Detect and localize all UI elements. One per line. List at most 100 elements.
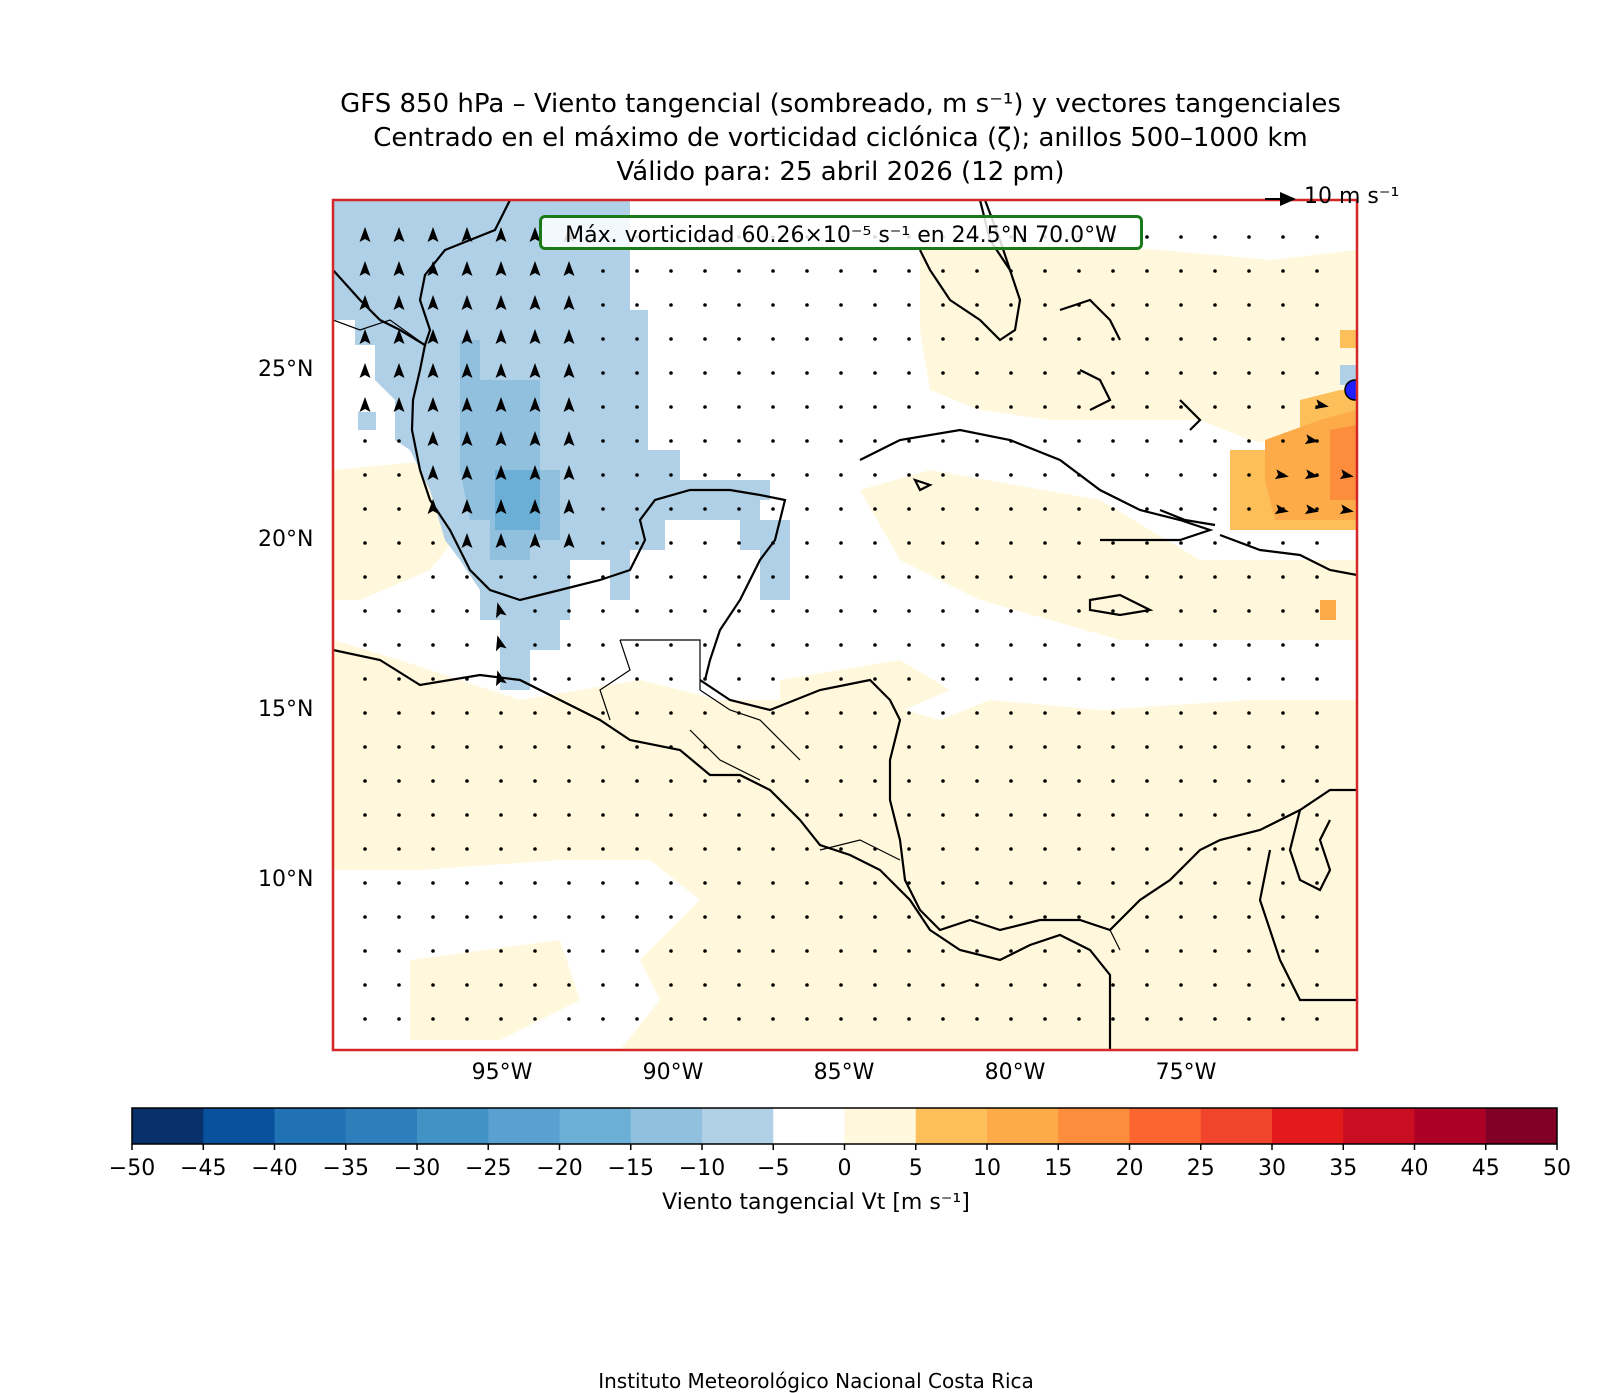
- vector-dot: [941, 473, 945, 477]
- vector-dot: [1009, 643, 1013, 647]
- vector-dot: [907, 677, 911, 681]
- vector-dot: [873, 1017, 877, 1021]
- vector-dot: [907, 337, 911, 341]
- vector-dot: [601, 1017, 605, 1021]
- vector-dot: [737, 439, 741, 443]
- wind-arrow: [529, 363, 541, 378]
- wind-arrow: [1304, 504, 1319, 515]
- vector-dot: [499, 745, 503, 749]
- lon-label-90w: 90°W: [642, 1060, 704, 1085]
- vector-dot: [737, 609, 741, 613]
- vector-dot: [975, 507, 979, 511]
- vector-dot: [363, 643, 367, 647]
- vector-dot: [805, 337, 809, 341]
- vector-dot: [873, 847, 877, 851]
- colorbar-tick-label: 0: [837, 1156, 852, 1181]
- wind-arrow: [1304, 469, 1319, 480]
- vector-dot: [397, 507, 401, 511]
- vector-dot: [1213, 813, 1217, 817]
- vector-dot: [737, 677, 741, 681]
- vector-dot: [1043, 269, 1047, 273]
- vector-dot: [1281, 269, 1285, 273]
- wind-arrow: [461, 431, 473, 446]
- vector-dot: [703, 541, 707, 545]
- vector-dot: [975, 677, 979, 681]
- vector-dot: [465, 677, 469, 681]
- vector-dot: [1111, 473, 1115, 477]
- vector-dot: [1145, 609, 1149, 613]
- vector-dot: [1077, 949, 1081, 953]
- shading-positive: [1230, 330, 1357, 620]
- vector-dot: [1213, 337, 1217, 341]
- vector-dot: [805, 813, 809, 817]
- vector-dot: [1247, 473, 1251, 477]
- vector-dot: [1213, 779, 1217, 783]
- vector-dot: [1213, 949, 1217, 953]
- wind-arrow: [495, 363, 507, 378]
- vector-dot: [771, 575, 775, 579]
- vector-dot: [533, 983, 537, 987]
- vector-dot: [805, 711, 809, 715]
- vector-dot: [1179, 269, 1183, 273]
- vector-dot: [1247, 269, 1251, 273]
- wind-arrow: [359, 397, 371, 412]
- vector-dot: [1009, 711, 1013, 715]
- wind-arrow: [563, 465, 575, 480]
- wind-arrow: [359, 329, 371, 344]
- vector-dot: [771, 507, 775, 511]
- wind-arrow: [393, 397, 405, 412]
- vector-dot: [737, 541, 741, 545]
- vector-dot: [1247, 303, 1251, 307]
- vector-dot: [1077, 983, 1081, 987]
- vector-dot: [1179, 1017, 1183, 1021]
- vector-dot: [669, 1017, 673, 1021]
- vector-dot: [1043, 1017, 1047, 1021]
- vector-dot: [397, 915, 401, 919]
- vector-dot: [1043, 439, 1047, 443]
- colorbar-ticks: [131, 1144, 1558, 1150]
- vector-dot: [1213, 847, 1217, 851]
- vector-dot: [601, 983, 605, 987]
- vector-dot: [1179, 405, 1183, 409]
- vector-dot: [737, 711, 741, 715]
- vector-dot: [703, 575, 707, 579]
- vector-dot: [975, 609, 979, 613]
- vector-dot: [635, 745, 639, 749]
- vector-dot: [363, 677, 367, 681]
- vector-dot: [873, 371, 877, 375]
- vector-dot: [1009, 405, 1013, 409]
- vector-dot: [873, 303, 877, 307]
- vector-dot: [1111, 779, 1115, 783]
- wind-arrow: [461, 499, 473, 514]
- vector-dot: [1247, 983, 1251, 987]
- vector-dot: [1281, 439, 1285, 443]
- vector-dot: [397, 983, 401, 987]
- vector-dot: [431, 643, 435, 647]
- wind-arrow: [495, 533, 507, 548]
- vector-dot: [941, 813, 945, 817]
- vector-dot: [1145, 983, 1149, 987]
- vector-dot: [465, 745, 469, 749]
- vector-dot: [941, 745, 945, 749]
- vector-dot: [1281, 235, 1285, 239]
- vector-dot: [907, 1017, 911, 1021]
- vector-dot: [1213, 1017, 1217, 1021]
- vector-dot: [1077, 1017, 1081, 1021]
- vector-dot: [431, 779, 435, 783]
- vector-dot: [1179, 541, 1183, 545]
- vector-dot: [363, 609, 367, 613]
- vector-dot: [1043, 337, 1047, 341]
- vector-dot: [1281, 677, 1285, 681]
- vector-dot: [567, 643, 571, 647]
- vector-dot: [839, 847, 843, 851]
- vector-dot: [669, 983, 673, 987]
- vector-dot: [1145, 371, 1149, 375]
- vector-dot: [1111, 303, 1115, 307]
- vector-dot: [1281, 881, 1285, 885]
- vector-dot: [771, 643, 775, 647]
- vector-dot: [771, 439, 775, 443]
- vector-dot: [907, 507, 911, 511]
- vector-dot: [465, 575, 469, 579]
- vector-dot: [567, 1017, 571, 1021]
- vector-dot: [1043, 711, 1047, 715]
